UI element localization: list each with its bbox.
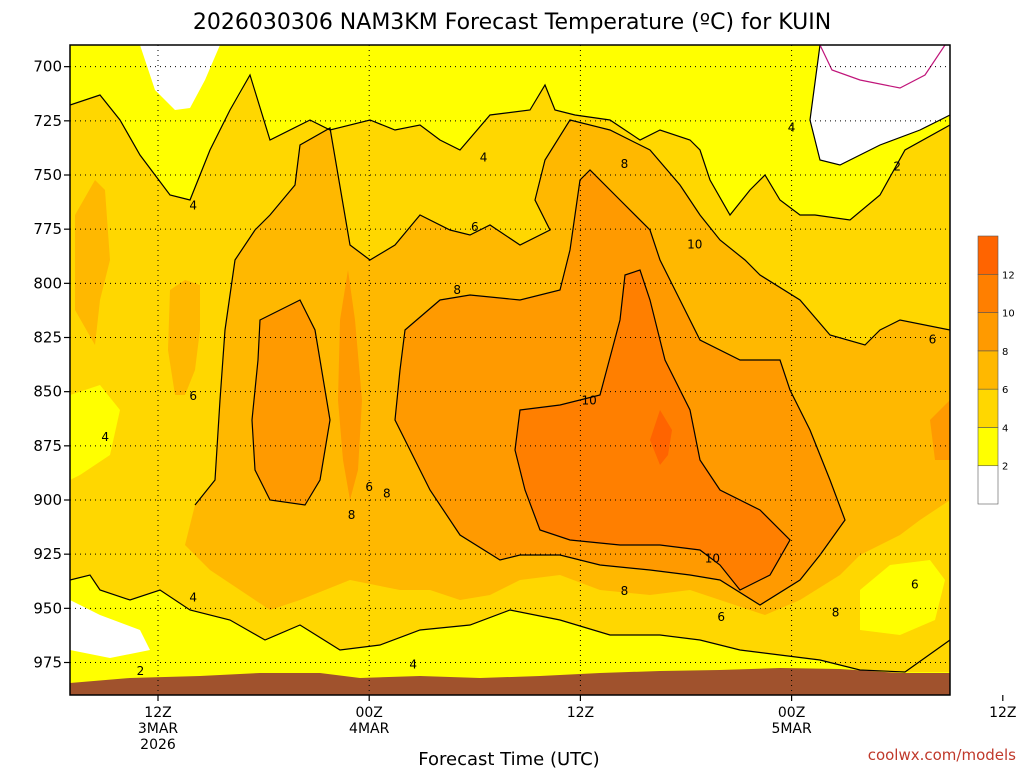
contour-label: 6 (189, 389, 197, 403)
x-tick-label: 12Z (567, 705, 594, 721)
contour-label: 6 (717, 610, 725, 624)
y-tick-label: 775 (33, 220, 62, 238)
band-10-12 (515, 270, 790, 590)
band-6-8-left-col2 (168, 280, 200, 395)
colorbar-tick-label: 10 (1002, 309, 1015, 320)
y-tick-label: 725 (33, 112, 62, 130)
colorbar: 2 4 6 8 10 12 (977, 235, 1015, 505)
colorbar-swatch (977, 350, 999, 390)
y-tick-label: 875 (33, 437, 62, 455)
contour-label: 4 (101, 430, 109, 444)
contour-line-8 (394, 169, 846, 606)
band-10-12-small (725, 530, 748, 555)
contour-line-4-lower (70, 574, 950, 673)
contour-label: 8 (453, 283, 461, 297)
y-tick-label: 950 (33, 599, 62, 617)
y-tick-label: 800 (33, 274, 62, 292)
grid (70, 45, 950, 695)
contour-label: 4 (480, 151, 488, 165)
contour-label: 10 (705, 552, 720, 566)
colorbar-swatch (977, 388, 999, 428)
contour-line-2-magenta (819, 45, 946, 89)
band-8-10-right (930, 400, 950, 460)
contour-label: 2 (893, 159, 901, 173)
x-axis-label: Forecast Time (UTC) (418, 749, 599, 768)
colorbar-tick-label: 4 (1002, 423, 1008, 434)
contour-line-6 (194, 119, 950, 506)
band-12-plus (650, 410, 672, 465)
x-tick-label: 5MAR (771, 721, 812, 737)
x-tick-label: 3MAR (138, 721, 179, 737)
colorbar-tick-label: 6 (1002, 385, 1008, 396)
contour-label: 6 (929, 333, 937, 347)
credit-text: coolwx.com/models (868, 746, 1016, 764)
y-tick-label: 825 (33, 329, 62, 347)
contour-label: 10 (582, 393, 597, 407)
temperature-field (70, 45, 950, 695)
x-tick-label: 00Z (355, 705, 382, 721)
colorbar-swatch (977, 235, 999, 275)
x-tick-label: 12Z (989, 705, 1016, 721)
y-tick-label: 750 (33, 166, 62, 184)
band-2-4-left (70, 385, 120, 480)
contour-label: 8 (832, 606, 840, 620)
contour-label: 6 (911, 578, 919, 592)
contour-label: 6 (365, 480, 373, 494)
contour-label: 8 (621, 157, 629, 171)
band-6-8-left-col (75, 180, 110, 345)
contour-label: 2 (137, 664, 145, 678)
colorbar-swatch (977, 273, 999, 313)
contour-label: 4 (788, 120, 796, 134)
y-tick-label: 850 (33, 383, 62, 401)
colorbar-tick-label: 8 (1002, 347, 1008, 358)
colorbar-swatch (977, 465, 999, 505)
y-tick-label: 900 (33, 491, 62, 509)
contour-label: 6 (471, 220, 479, 234)
band-2-4-upper (70, 45, 950, 220)
x-tick-label: 4MAR (349, 721, 390, 737)
contour-line-8-left (251, 299, 331, 506)
band-below-2-lower-left (70, 600, 150, 658)
contour-line-10 (514, 269, 791, 591)
band-2-4-lower (70, 575, 950, 695)
x-tick-label: 00Z (778, 705, 805, 721)
contour-line-2 (809, 45, 950, 166)
band-2-4-right (860, 560, 945, 635)
y-tick-label: 700 (33, 58, 62, 76)
colorbar-swatch (977, 427, 999, 467)
band-8-10-mid-col (338, 270, 362, 500)
y-tick-label: 925 (33, 545, 62, 563)
band-8-10-left-col (252, 300, 330, 505)
contour-label: 8 (348, 508, 356, 522)
contour-label: 8 (383, 487, 391, 501)
x-tick-label: 12Z (144, 705, 171, 721)
plot-frame (69, 44, 951, 696)
contour-label: 10 (687, 237, 702, 251)
ground-surface (70, 668, 950, 695)
colorbar-tick-label: 12 (1002, 270, 1015, 281)
contour-line-4 (70, 73, 950, 221)
contour-label: 4 (189, 198, 197, 212)
contour-label: 4 (189, 591, 197, 605)
x-tick-label: 2026 (140, 737, 176, 753)
contour-label: 4 (409, 658, 417, 672)
contour-label: 8 (621, 584, 629, 598)
y-axis: 700 725 750 775 800 825 850 875 900 925 950 975 (33, 58, 70, 672)
chart-title: 2026030306 NAM3KM Forecast Temperature (… (193, 10, 831, 35)
y-tick-label: 975 (33, 654, 62, 672)
band-below-2-upper-left (140, 45, 220, 110)
colorbar-tick-label: 2 (1002, 462, 1008, 473)
colorbar-swatch (977, 312, 999, 352)
